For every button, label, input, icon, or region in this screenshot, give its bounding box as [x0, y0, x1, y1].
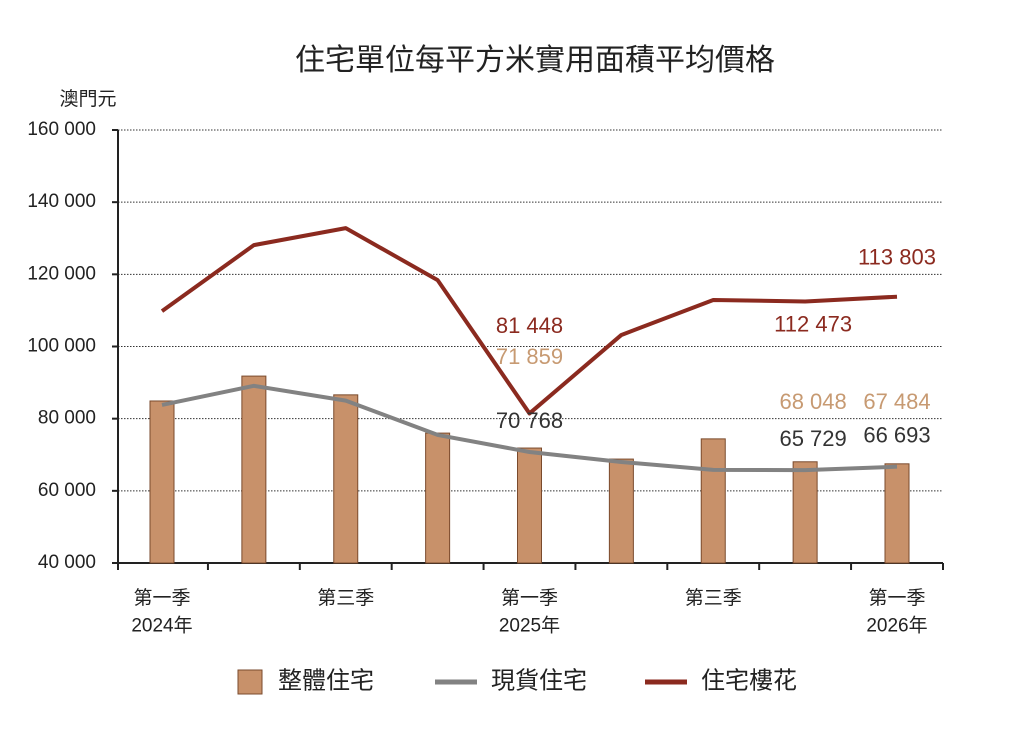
bar	[241, 375, 267, 564]
line	[161, 383, 898, 473]
data-label: 70 768	[496, 408, 563, 433]
x-tick-label: 第一季 2026年	[866, 587, 927, 637]
legend-label: 現貨住宅	[491, 667, 587, 694]
bar	[333, 394, 359, 564]
data-label: 81 448	[496, 313, 563, 338]
bar	[425, 432, 451, 564]
data-label: 66 693	[863, 422, 930, 447]
chart-title: 住宅單位每平方米實用面積平均價格	[295, 44, 775, 77]
data-label: 113 803	[858, 245, 936, 270]
y-tick-label: 160 000	[27, 119, 96, 140]
bar	[884, 463, 910, 564]
data-label: 65 729	[779, 426, 846, 451]
y-tick-label: 40 000	[38, 552, 96, 573]
y-unit: 澳門元	[59, 88, 116, 110]
bar	[700, 438, 726, 564]
x-tick-label: 第三季	[685, 587, 742, 609]
data-label: 68 048	[779, 389, 846, 414]
x-tick-label: 第一季 2024年	[131, 587, 192, 637]
legend-label: 住宅樓花	[701, 667, 797, 694]
data-label: 112 473	[774, 311, 852, 336]
x-tick-label: 第一季 2025年	[499, 587, 560, 637]
y-tick-label: 100 000	[27, 336, 96, 357]
y-tick-label: 120 000	[27, 263, 96, 284]
data-label: 67 484	[863, 389, 930, 414]
line	[160, 226, 898, 416]
data-label: 71 859	[496, 344, 563, 369]
bar	[608, 458, 634, 564]
y-tick-label: 60 000	[38, 480, 96, 501]
y-tick-label: 80 000	[38, 408, 96, 429]
bar	[517, 447, 542, 564]
legend-swatch	[237, 669, 263, 695]
x-tick-label: 第三季	[317, 587, 374, 609]
bar	[792, 461, 818, 564]
bar	[149, 400, 175, 564]
y-tick-label: 140 000	[27, 191, 96, 212]
legend-label: 整體住宅	[278, 667, 374, 694]
